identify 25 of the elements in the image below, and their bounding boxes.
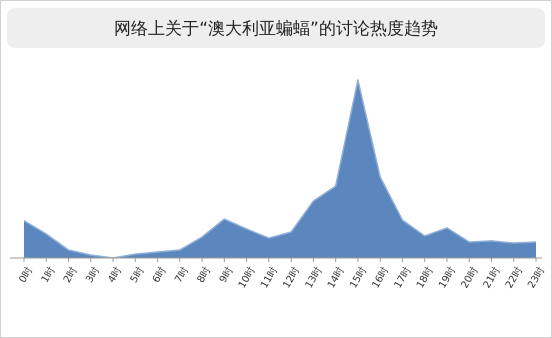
x-tick-label: 5时 [128, 264, 146, 285]
x-tick-label: 11时 [258, 264, 280, 290]
x-tick-label: 12时 [280, 264, 302, 290]
x-tick-label: 1时 [38, 264, 58, 285]
x-tick-label: 3时 [83, 264, 102, 285]
x-tick-label: 15时 [347, 264, 370, 290]
x-tick-label: 18时 [414, 264, 436, 290]
x-tick-label: 20时 [458, 264, 480, 290]
x-tick-label: 0时 [16, 264, 36, 285]
x-tick-label: 4时 [106, 264, 124, 285]
x-tick-label: 6时 [150, 264, 169, 285]
x-tick-label: 8时 [194, 264, 214, 285]
x-tick-label: 10时 [236, 264, 258, 290]
x-tick-label: 22时 [503, 264, 525, 290]
x-tick-label: 13时 [302, 264, 325, 290]
x-tick-label: 16时 [370, 264, 392, 290]
x-tick-label: 17时 [392, 264, 414, 290]
x-tick-label: 19时 [436, 264, 458, 290]
x-tick-label: 7时 [172, 264, 191, 285]
x-tick-label: 14时 [325, 264, 347, 290]
x-tick-label: 23时 [525, 264, 548, 290]
x-tick-label: 21时 [480, 264, 503, 290]
x-tick-label: 9时 [216, 264, 236, 285]
chart-title: 网络上关于“澳大利亚蝙蝠”的讨论热度趋势 [114, 19, 438, 39]
x-tick-label: 2时 [61, 264, 80, 285]
